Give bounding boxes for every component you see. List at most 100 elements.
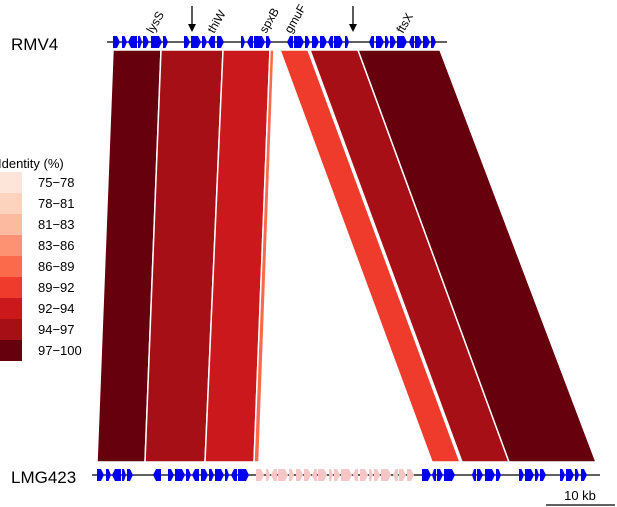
gene-arrow bbox=[431, 36, 436, 48]
gene-label-spxb: spxB bbox=[256, 5, 281, 35]
gene-arrow bbox=[385, 36, 389, 48]
gene-arrow bbox=[432, 469, 436, 481]
gene-arrow bbox=[496, 469, 501, 481]
gene-arrow bbox=[128, 36, 137, 48]
gene-arrow bbox=[254, 36, 265, 48]
gene-arrow bbox=[415, 36, 422, 48]
legend-label: 94−97 bbox=[38, 322, 75, 337]
gene-arrow bbox=[423, 36, 430, 48]
gene-arrow bbox=[566, 469, 574, 481]
gene-arrow bbox=[153, 469, 161, 481]
gene-arrow bbox=[329, 469, 333, 481]
genome-label-bottom: LMG423 bbox=[11, 468, 76, 487]
gene-arrow bbox=[97, 469, 104, 481]
gene-arrow bbox=[535, 469, 539, 481]
gene-arrow bbox=[519, 469, 524, 481]
gene-arrow bbox=[540, 469, 546, 481]
gene-arrow bbox=[525, 469, 534, 481]
gene-label-ftsx: ftsX bbox=[393, 11, 415, 36]
legend-label: 92−94 bbox=[38, 301, 75, 316]
legend-swatch bbox=[0, 235, 22, 256]
gene-arrow bbox=[296, 469, 303, 481]
arrow-marker-2 bbox=[349, 6, 357, 32]
legend-swatch bbox=[0, 214, 22, 235]
gene-arrow bbox=[560, 469, 565, 481]
legend-swatch bbox=[0, 277, 22, 298]
gene-arrow bbox=[122, 36, 127, 48]
gene-arrow bbox=[477, 469, 483, 481]
scale-bar: 10 kb bbox=[546, 488, 615, 506]
gene-arrow bbox=[256, 469, 264, 481]
gene-arrow bbox=[191, 36, 201, 48]
gene-arrow bbox=[328, 36, 333, 48]
synteny-block-7 bbox=[356, 49, 598, 463]
gene-arrow bbox=[238, 469, 249, 481]
gene-arrow bbox=[312, 36, 319, 48]
gene-arrow bbox=[215, 469, 224, 481]
gene-arrow bbox=[320, 36, 327, 48]
gene-arrow bbox=[409, 36, 414, 48]
gene-arrow bbox=[581, 469, 587, 481]
gene-arrow bbox=[334, 469, 340, 481]
gene-arrow bbox=[376, 36, 384, 48]
gene-arrow bbox=[202, 36, 207, 48]
gene-arrow bbox=[151, 36, 162, 48]
gene-arrow bbox=[266, 36, 271, 48]
legend-label: 75−78 bbox=[38, 175, 75, 190]
gene-arrow bbox=[168, 469, 174, 481]
gene-arrow bbox=[241, 36, 245, 48]
gene-arrow bbox=[575, 469, 579, 481]
gene-arrow bbox=[369, 469, 373, 481]
gene-arrow bbox=[472, 469, 476, 481]
gene-arrow bbox=[217, 36, 224, 48]
gene-arrow bbox=[231, 469, 237, 481]
legend-swatch bbox=[0, 340, 22, 361]
gene-arrow bbox=[225, 469, 229, 481]
gene-arrow bbox=[163, 36, 168, 48]
legend-swatch bbox=[0, 193, 22, 214]
gene-arrow bbox=[287, 36, 293, 48]
bottom-genome-genes bbox=[97, 469, 587, 481]
gene-arrow bbox=[305, 36, 310, 48]
gene-arrow bbox=[397, 36, 407, 48]
gene-arrow bbox=[143, 36, 149, 48]
gene-arrow bbox=[422, 469, 431, 481]
gene-arrow bbox=[247, 36, 253, 48]
legend-title: Identity (%) bbox=[0, 156, 64, 171]
gene-arrow bbox=[312, 469, 317, 481]
gene-arrow bbox=[485, 469, 495, 481]
gene-arrow bbox=[201, 469, 208, 481]
gene-arrow bbox=[318, 469, 327, 481]
gene-arrow bbox=[127, 469, 133, 481]
gene-arrow bbox=[353, 469, 358, 481]
gene-arrow bbox=[106, 469, 111, 481]
legend-label: 81−83 bbox=[38, 217, 75, 232]
gene-arrow bbox=[113, 36, 120, 48]
synteny-blocks bbox=[96, 49, 598, 463]
gene-label-gmuf: gmuF bbox=[281, 2, 308, 36]
top-genome-genes bbox=[113, 36, 436, 48]
gene-arrow bbox=[266, 469, 270, 481]
gene-arrow bbox=[381, 469, 391, 481]
gene-arrow bbox=[407, 469, 414, 481]
gene-arrow bbox=[399, 469, 406, 481]
legend-swatch bbox=[0, 298, 22, 319]
arrow-marker-1 bbox=[188, 6, 196, 32]
identity-legend: Identity (%) 75−78 78−81 81−83 83−86 86−89 89… bbox=[0, 156, 82, 361]
legend-label: 83−86 bbox=[38, 238, 75, 253]
gene-arrow bbox=[271, 469, 277, 481]
gene-arrow bbox=[278, 469, 288, 481]
gene-arrow bbox=[112, 469, 121, 481]
legend-label: 97−100 bbox=[38, 343, 82, 358]
genome-label-top: RMV4 bbox=[11, 35, 58, 54]
gene-arrow bbox=[374, 469, 380, 481]
gene-arrow bbox=[341, 469, 352, 481]
gene-arrow bbox=[360, 469, 368, 481]
gene-arrow bbox=[334, 36, 343, 48]
gene-arrow bbox=[138, 36, 142, 48]
gene-arrow bbox=[192, 469, 199, 481]
gene-arrow bbox=[393, 469, 398, 481]
gene-arrow bbox=[184, 36, 190, 48]
synteny-block-4 bbox=[253, 49, 275, 463]
